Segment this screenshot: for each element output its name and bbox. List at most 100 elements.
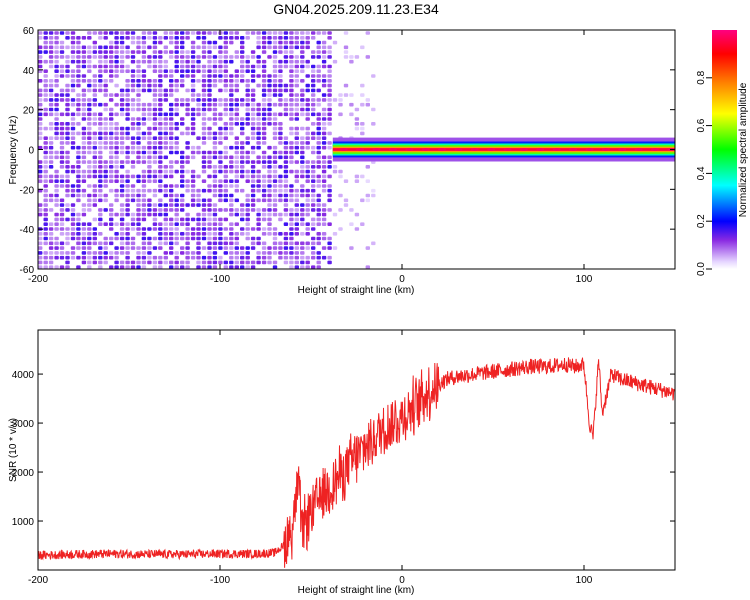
spectrogram-cell <box>273 26 277 30</box>
spectrogram-cell <box>207 155 212 160</box>
spectrogram-cell <box>76 193 81 198</box>
spectrogram-cell <box>289 55 294 59</box>
spectrogram-cell <box>169 265 174 269</box>
spectrogram-cell <box>207 188 212 193</box>
spectrogram-cell <box>76 59 81 64</box>
spectrogram-cell <box>158 232 163 236</box>
spectrogram-cell <box>256 136 261 140</box>
spectrogram-cell <box>261 136 267 140</box>
spectrogram-cell <box>43 232 48 236</box>
spectrogram-cell <box>98 31 103 35</box>
spectrogram-cell <box>136 193 141 198</box>
spectrogram-cell <box>59 31 65 35</box>
spectrogram-cell <box>360 222 365 226</box>
spectrogram-cell <box>174 31 179 35</box>
spectrogram-cell <box>87 69 92 73</box>
spectrogram-cell <box>278 184 283 188</box>
spectrogram-cell <box>289 198 294 203</box>
spectrogram-cell <box>332 232 338 236</box>
spectrogram-cell <box>278 212 283 217</box>
spectrogram-cell <box>92 217 97 222</box>
spectrogram-cell <box>87 59 92 64</box>
spectrogram-cell <box>311 98 316 102</box>
spectrogram-cell <box>278 102 283 107</box>
spectrogram-cell <box>43 265 48 269</box>
spectrogram-cell <box>245 93 250 97</box>
spectrogram-cell <box>125 227 130 231</box>
spectrogram-cell <box>54 193 59 198</box>
spectrogram-cell <box>125 188 130 193</box>
spectrogram-cell <box>201 227 207 231</box>
spectrogram-cell <box>185 212 190 217</box>
spectrogram-cell <box>98 36 103 40</box>
spectrogram-cell <box>48 141 54 145</box>
spectrogram-cell <box>130 260 136 265</box>
spectrogram-cell <box>300 232 305 236</box>
spectrogram-cell <box>316 155 321 160</box>
spectrogram-cell <box>92 236 97 241</box>
spectrogram-cell <box>103 131 108 136</box>
spectrogram-cell <box>180 217 185 222</box>
spectrogram-cell <box>294 136 299 140</box>
spectrogram-cell <box>185 265 190 269</box>
spectrogram-cell <box>180 79 185 83</box>
spectrogram-cell <box>54 227 59 231</box>
spectrogram-cell <box>300 50 305 54</box>
spectrogram-cell <box>201 55 207 59</box>
spectrogram-cell <box>201 50 207 54</box>
spectrogram-cell <box>246 26 250 30</box>
spectrogram-cell <box>180 26 184 30</box>
spectrogram-cell <box>119 98 125 102</box>
spectrogram-cell <box>354 174 360 179</box>
spectrogram-cell <box>65 265 70 269</box>
spectrogram-cell <box>147 83 152 88</box>
x-tick-label: -200 <box>28 575 48 586</box>
spectrogram-cell <box>196 198 201 203</box>
spectrogram-cell <box>327 79 332 83</box>
spectrogram-cell <box>229 59 234 64</box>
spectrogram-cell <box>65 141 70 145</box>
spectrogram-cell <box>169 107 174 112</box>
y-tick-label: 2000 <box>12 468 35 479</box>
spectrogram-cell <box>305 45 310 50</box>
spectrogram-cell <box>240 40 245 45</box>
spectrogram-cell <box>81 117 87 121</box>
spectrogram-cell <box>234 150 239 155</box>
spectrogram-cell <box>311 69 316 73</box>
spectrogram-cell <box>201 165 207 169</box>
spectrogram-cell <box>289 188 294 193</box>
spectrogram-cell <box>201 74 207 78</box>
spectrogram-cell <box>43 155 48 160</box>
spectrogram-cell <box>103 160 108 164</box>
spectrogram-cell <box>196 236 201 241</box>
spectrogram-cell <box>240 131 245 136</box>
spectrogram-cell <box>267 232 272 236</box>
spectrogram-cell <box>321 217 327 222</box>
spectrogram-cell <box>256 40 261 45</box>
spectrogram-cell <box>130 31 136 35</box>
spectrogram-cell <box>152 83 158 88</box>
spectrogram-cell <box>48 122 54 126</box>
spectrogram-cell <box>169 55 174 59</box>
spectrogram-cell <box>114 36 119 40</box>
spectrogram-cell <box>153 26 157 30</box>
spectrogram-cell <box>311 193 316 198</box>
spectrogram-cell <box>343 83 349 88</box>
spectrogram-cell <box>114 222 119 226</box>
spectrogram-cell <box>321 79 327 83</box>
spectrogram-cell <box>316 145 321 150</box>
colorbar-tick-label: 0.0 <box>696 262 707 276</box>
spectrogram-cell <box>130 107 136 112</box>
spectrogram-cell <box>305 145 310 150</box>
spectrogram-cell <box>49 26 53 30</box>
spectrogram-cell <box>338 112 343 117</box>
spectrogram-cell <box>103 69 108 73</box>
spectrogram-cell <box>207 88 212 93</box>
spectrogram-cell <box>125 112 130 117</box>
spectrogram-cell <box>223 64 228 69</box>
spectrogram-cell <box>152 50 158 54</box>
spectrogram-cell <box>141 83 147 88</box>
spectrogram-cell <box>250 88 256 93</box>
spectrogram-cell <box>59 246 65 250</box>
